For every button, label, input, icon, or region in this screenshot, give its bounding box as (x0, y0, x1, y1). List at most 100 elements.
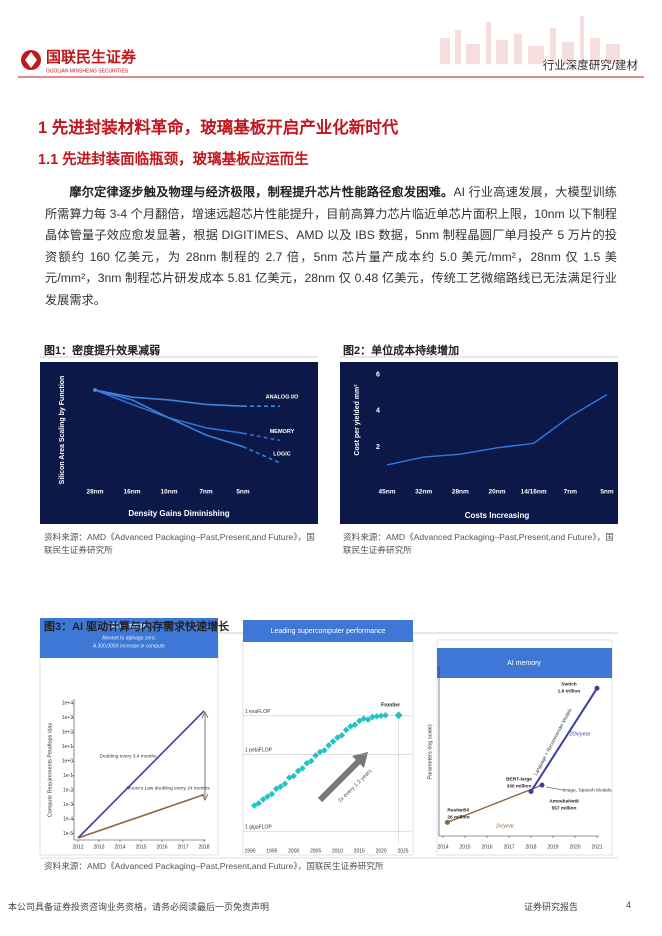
x-tick-label: 5nm (236, 489, 250, 496)
chart-background (340, 362, 618, 524)
model-value-label: 330 million (507, 784, 532, 790)
series-line (94, 389, 244, 407)
y-tick-label: 4 (376, 408, 380, 415)
model-name: Switch (561, 682, 577, 688)
data-point (255, 800, 262, 807)
y-axis-label: Cost per yielded mm² (354, 384, 361, 456)
y-axis-label: Compute Requirements Petaflops /day (47, 723, 53, 818)
figure-source: 资料来源：AMD《Advanced Packaging–Past,Present… (44, 532, 315, 555)
x-tick-label: 28nm (87, 489, 104, 496)
series-label: Image, Speech Models (562, 787, 612, 793)
panel-title: AI compute (111, 623, 147, 630)
series-line (530, 687, 598, 793)
x-tick-label: 10nm (161, 489, 178, 496)
y-tick-label: 1e-2 (63, 788, 73, 794)
range-arrow-heads (201, 711, 209, 801)
footer-disclaimer: 本公司具备证券投资咨询业务资格，请务必阅读最后一页免责声明 (8, 902, 270, 912)
highlight-label: Frontier (381, 703, 400, 709)
y-tick-label: 6 (376, 372, 380, 379)
page-number: 4 (626, 900, 632, 910)
data-point (382, 712, 389, 719)
x-tick-label: 2005 (310, 848, 321, 854)
model-point (539, 782, 545, 788)
model-point (528, 788, 534, 794)
x-tick-label: 2000 (288, 848, 299, 854)
x-axis-label: Density Gains Diminishing (128, 509, 229, 518)
data-point (360, 715, 367, 722)
series-line (77, 710, 205, 839)
y-tick-label: 1e+3 (62, 715, 73, 721)
data-point (268, 790, 276, 798)
y-tick-label: 1 gigaFLOP (245, 825, 272, 831)
data-point (307, 757, 315, 765)
x-tick-label: 2015 (459, 844, 470, 850)
y-tick-label: 1 exaFLOP (245, 709, 271, 715)
x-tick-label: 2020 (569, 844, 580, 850)
data-point (342, 726, 350, 734)
chart-background (40, 362, 318, 524)
x-axis-label: Costs Increasing (465, 511, 530, 520)
x-tick-label: 7nm (199, 489, 213, 496)
model-value-label: 1.6 trillion (558, 689, 581, 695)
y-tick-label: 1e-1 (63, 773, 73, 779)
heading-1: 1 先进封装材料革命，玻璃基板开启产业化新时代 (38, 119, 399, 137)
y-axis-label: Parameters (log scale) (427, 724, 433, 779)
logo-cn: 国联民生证券 (46, 48, 137, 66)
model-value-label: 26 million (447, 815, 469, 821)
figure-source: 资料来源：AMD《Advanced Packaging–Past,Present… (44, 861, 384, 871)
header-tag: 行业深度研究/建材 (543, 58, 639, 72)
x-tick-label: 2020 (376, 848, 387, 854)
x-tick-label: 2016 (156, 844, 167, 850)
model-point (444, 819, 450, 825)
x-tick-label: 2013 (93, 844, 104, 850)
data-point (259, 796, 267, 803)
y-tick-label: 1e-5 (63, 831, 73, 837)
data-point (299, 765, 306, 772)
x-tick-label: 2010 (332, 848, 343, 854)
panel-header (40, 618, 218, 658)
x-tick-label: 20nm (489, 489, 506, 496)
model-name: ResNet50 (447, 808, 469, 814)
x-tick-label: 14/16nm (521, 489, 547, 496)
skyline (440, 16, 620, 64)
data-point (294, 767, 302, 775)
data-point (272, 785, 280, 793)
y-tick-label: 1e+0 (62, 759, 73, 765)
series-line (447, 784, 543, 824)
body-text: AI 行业高速发展，大模型训练所需算力每 3-4 个月翻倍，增速远超芯片性能提升… (45, 185, 617, 307)
data-point (281, 780, 289, 788)
panel-header (437, 648, 612, 678)
model-name: AmoebaNet8 (549, 798, 579, 804)
data-point (329, 738, 337, 745)
data-point (277, 783, 284, 790)
x-tick-label: 32nm (415, 489, 432, 496)
x-tick-label: 2016 (481, 844, 492, 850)
series-label: Moore's Law doubling every 24 months (126, 785, 210, 791)
data-point (321, 747, 328, 754)
highlight-point (394, 711, 403, 720)
x-tick-label: 7nm (564, 489, 578, 496)
x-tick-label: 2025 (397, 848, 408, 854)
data-point (364, 716, 372, 723)
x-tick-label: 2019 (547, 844, 558, 850)
series-rate: 2x/year (495, 823, 515, 829)
lead-sentence: 摩尔定律逐步触及物理与经济极限，制程提升芯片性能路径愈发困难。 (69, 185, 454, 199)
series-label: ANALOG I/O (266, 395, 299, 401)
x-tick-label: 2012 (72, 844, 83, 850)
y-tick-label: 1e-4 (63, 816, 73, 822)
data-point (312, 752, 319, 759)
model-point (594, 685, 600, 691)
series-label: MEMORY (270, 429, 295, 435)
model-name: BERT-large (506, 777, 532, 783)
trend-arrow (317, 757, 363, 803)
logo-en: GUOLIAN MINSHENG SECURITIES (46, 68, 129, 74)
series-label: Language + Recommender Models (533, 707, 574, 777)
x-tick-label: 2018 (525, 844, 536, 850)
model-value-label: 557 million (552, 805, 577, 811)
body-paragraph: 摩尔定律逐步触及物理与经济极限，制程提升芯片性能路径愈发困难。AI 行业高速发展… (45, 182, 617, 312)
x-tick-label: 1995 (266, 848, 277, 854)
figure-source: 资料来源：AMD《Advanced Packaging–Past,Present… (343, 532, 614, 555)
y-tick-label: 1e+1 (62, 744, 73, 750)
x-tick-label: 2015 (354, 848, 365, 854)
